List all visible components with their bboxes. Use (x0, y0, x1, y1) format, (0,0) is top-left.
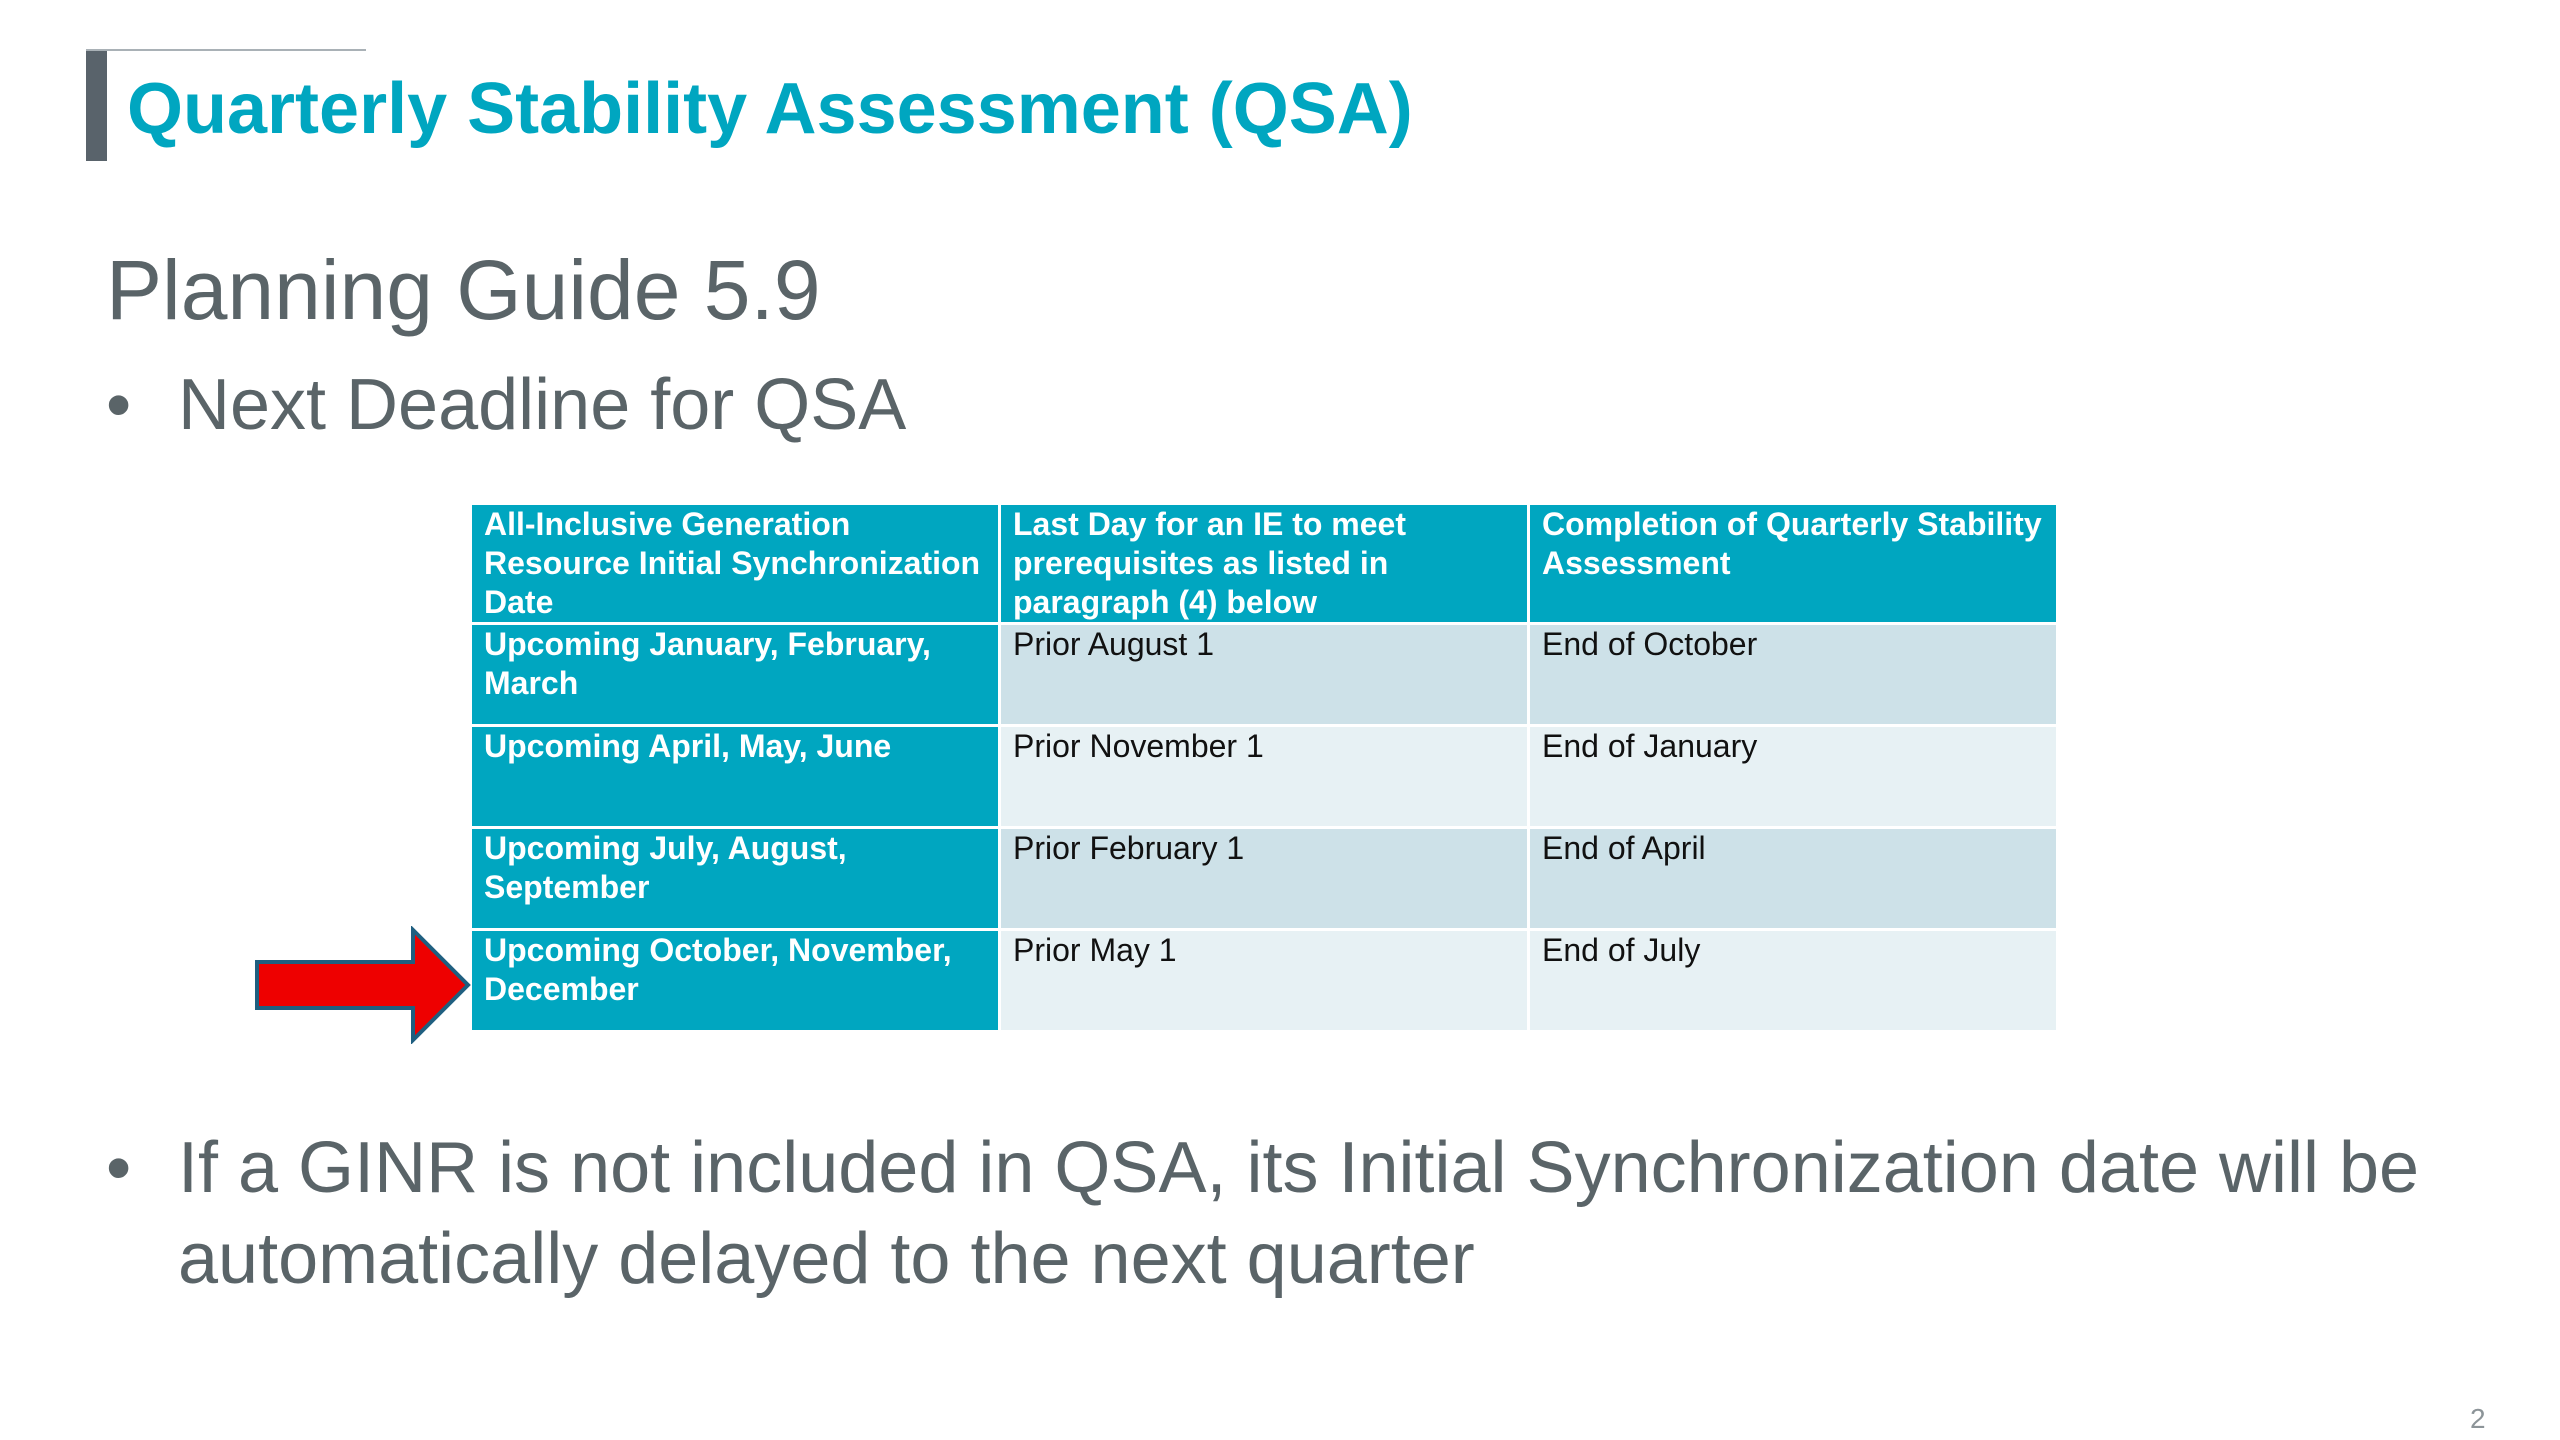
title-rule (86, 49, 366, 51)
row-sync-quarter: Upcoming January, February, March (469, 622, 1001, 727)
page-number: 2 (2470, 1403, 2486, 1434)
row-last-day: Prior February 1 (998, 826, 1530, 931)
row-last-day: Prior November 1 (998, 724, 1530, 829)
row-last-day: Prior May 1 (998, 928, 1530, 1033)
row-last-day: Prior August 1 (998, 622, 1530, 727)
table-header-row: All-Inclusive Generation Resource Initia… (469, 502, 2059, 625)
row-sync-quarter: Upcoming April, May, June (469, 724, 1001, 829)
table-row: Upcoming January, February, March Prior … (469, 622, 2059, 727)
row-completion: End of October (1527, 622, 2059, 727)
table-row: Upcoming April, May, June Prior November… (469, 724, 2059, 829)
bullet-text: If a GINR is not included in QSA, its In… (178, 1128, 2420, 1299)
table-row: Upcoming October, November, December Pri… (469, 928, 2059, 1033)
slide-title: Quarterly Stability Assessment (QSA) (127, 69, 1413, 149)
header-last-day: Last Day for an IE to meet prerequisites… (998, 502, 1530, 625)
table-row: Upcoming July, August, September Prior F… (469, 826, 2059, 931)
bullet-marker: • (106, 365, 132, 445)
header-completion: Completion of Quarterly Stability Assess… (1527, 502, 2059, 625)
title-accent-bar (86, 51, 107, 161)
qsa-deadline-table: All-Inclusive Generation Resource Initia… (469, 502, 2059, 1033)
slide-subtitle: Planning Guide 5.9 (106, 243, 821, 337)
row-completion: End of January (1527, 724, 2059, 829)
bullet-item-2: • If a GINR is not included in QSA, its … (106, 1123, 2466, 1313)
row-completion: End of July (1527, 928, 2059, 1033)
bullet-marker: • (106, 1128, 132, 1208)
bullet-text: Next Deadline for QSA (178, 365, 907, 445)
bullet-item-1: • Next Deadline for QSA (106, 360, 1206, 451)
header-sync-date: All-Inclusive Generation Resource Initia… (469, 502, 1001, 625)
red-right-arrow-icon (255, 926, 471, 1044)
row-sync-quarter: Upcoming July, August, September (469, 826, 1001, 931)
row-completion: End of April (1527, 826, 2059, 931)
row-sync-quarter: Upcoming October, November, December (469, 928, 1001, 1033)
